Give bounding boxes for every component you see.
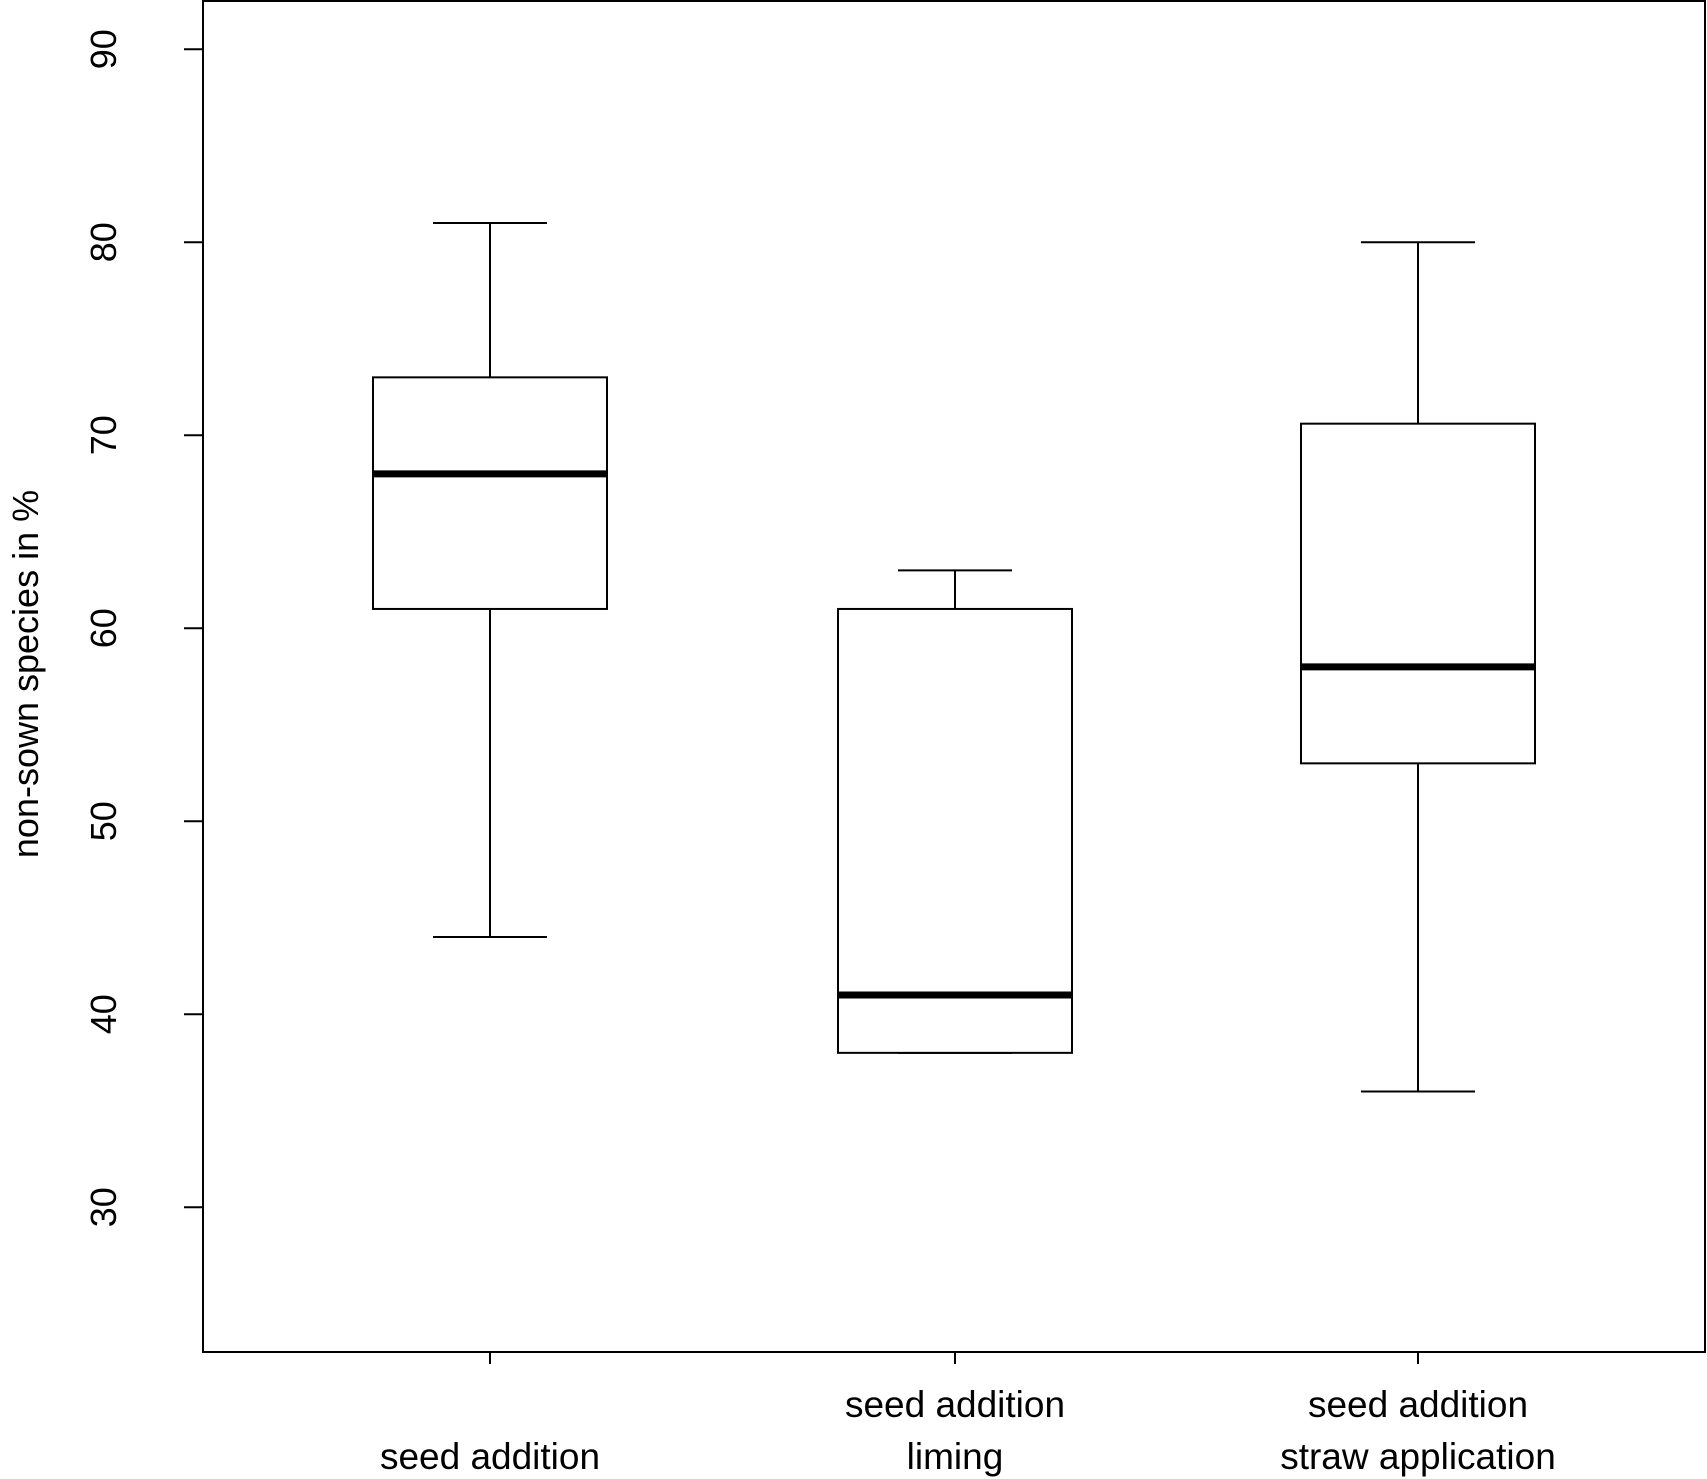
- box-group: [837, 569, 1073, 1054]
- x-category-label: liming: [907, 1436, 1004, 1477]
- box-group: [1300, 241, 1536, 1093]
- y-tick-label: 60: [83, 608, 124, 648]
- y-axis-title: non-sown species in %: [5, 490, 46, 858]
- iqr-box: [372, 376, 608, 610]
- x-category-label: seed addition: [380, 1436, 600, 1477]
- y-tick-label: 70: [83, 415, 124, 455]
- x-category-label: seed addition: [845, 1384, 1065, 1425]
- y-axis: 30 40 50 60 70 80 90: [83, 29, 203, 1227]
- box-group: [372, 221, 608, 939]
- y-tick-label: 30: [83, 1187, 124, 1227]
- iqr-box: [1300, 422, 1536, 765]
- y-tick-label: 90: [83, 29, 124, 69]
- x-category-label: seed addition: [1308, 1384, 1528, 1425]
- y-tick-label: 50: [83, 801, 124, 841]
- y-tick-label: 40: [83, 994, 124, 1034]
- y-tick-label: 80: [83, 222, 124, 262]
- x-category-label: straw application: [1280, 1436, 1556, 1477]
- x-axis: seed addition seed addition liming seed add…: [380, 1352, 1556, 1477]
- iqr-box: [837, 607, 1073, 1054]
- boxes: [372, 221, 1536, 1093]
